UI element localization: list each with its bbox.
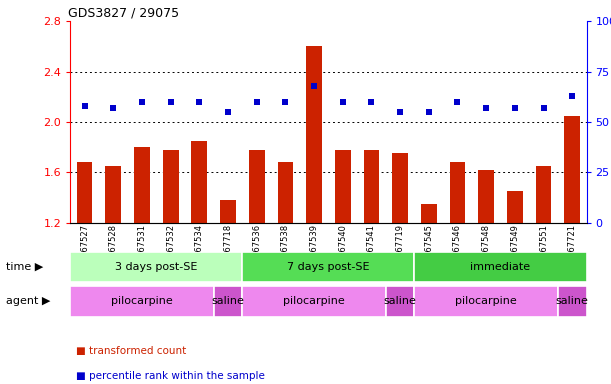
Bar [220,200,236,223]
Bar [478,170,494,223]
Text: agent ▶: agent ▶ [6,296,51,306]
Text: saline: saline [384,296,417,306]
Bar [421,204,437,223]
Bar [163,150,178,223]
Bar [191,141,207,223]
Bar [70,286,214,317]
Bar [70,252,243,282]
Bar [306,46,322,223]
Bar [392,154,408,223]
Bar [214,286,243,317]
Bar [106,166,121,223]
Text: ■ percentile rank within the sample: ■ percentile rank within the sample [76,371,265,381]
Point [395,109,405,115]
Text: 7 days post-SE: 7 days post-SE [287,262,370,272]
Text: pilocarpine: pilocarpine [455,296,517,306]
Bar [134,147,150,223]
Point [338,99,348,105]
Bar [558,286,587,317]
Bar [450,162,466,223]
Bar [414,252,587,282]
Point [108,105,118,111]
Bar [243,252,414,282]
Bar [249,150,265,223]
Point [309,83,319,89]
Point [424,109,434,115]
Text: pilocarpine: pilocarpine [111,296,173,306]
Bar [243,286,386,317]
Point [539,105,549,111]
Point [510,105,520,111]
Point [280,99,290,105]
Text: pilocarpine: pilocarpine [283,296,345,306]
Text: 3 days post-SE: 3 days post-SE [115,262,197,272]
Text: ■ transformed count: ■ transformed count [76,346,186,356]
Point [453,99,463,105]
Point [568,93,577,99]
Text: saline: saline [556,296,588,306]
Bar [335,150,351,223]
Bar [77,162,92,223]
Text: GDS3827 / 29075: GDS3827 / 29075 [68,7,179,20]
Text: time ▶: time ▶ [6,262,43,272]
Bar [536,166,551,223]
Point [252,99,262,105]
Text: saline: saline [211,296,244,306]
Bar [386,286,414,317]
Text: immediate: immediate [470,262,530,272]
Point [166,99,175,105]
Bar [507,191,523,223]
Point [481,105,491,111]
Point [194,99,204,105]
Bar [277,162,293,223]
Point [79,103,89,109]
Point [223,109,233,115]
Point [367,99,376,105]
Bar [565,116,580,223]
Bar [414,286,558,317]
Bar [364,150,379,223]
Point [137,99,147,105]
